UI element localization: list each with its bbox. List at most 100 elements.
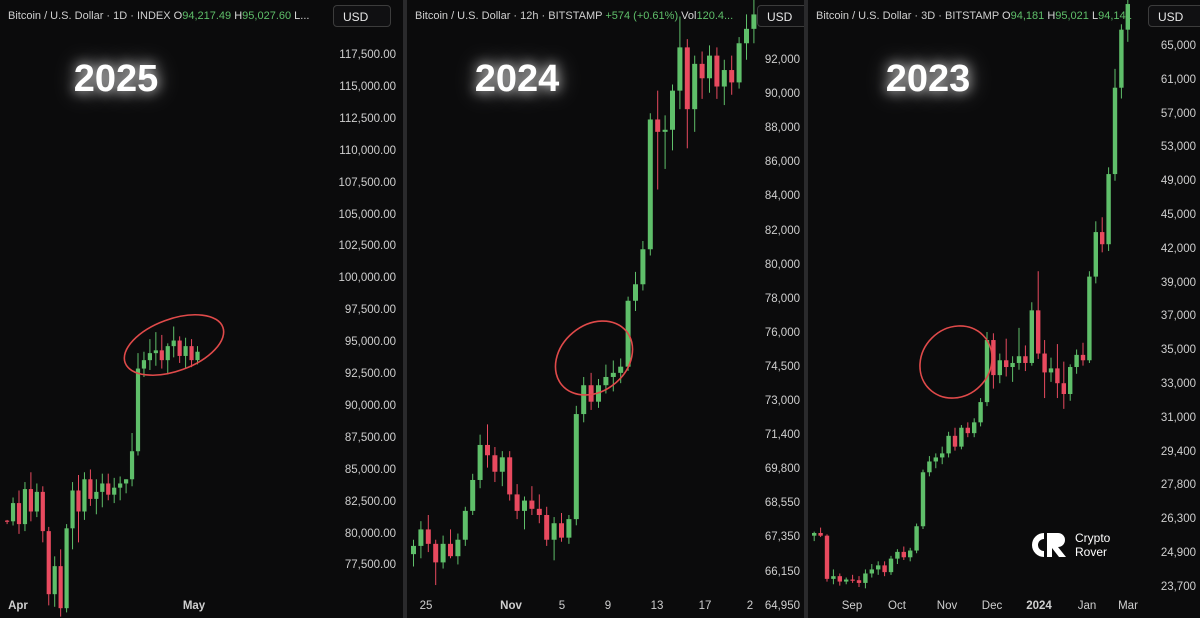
y-tick-label: 27,800 <box>1160 479 1196 492</box>
candle <box>514 484 520 520</box>
candle-body <box>869 569 874 574</box>
candle <box>5 519 10 525</box>
candle <box>946 431 951 458</box>
candle <box>997 353 1002 384</box>
price-axis[interactable]: 92,000 90,000 88,000 86,000 84,000 82,000 80,0… <box>704 0 804 618</box>
y-tick-label: 90,000 <box>764 88 800 101</box>
highlight-ellipse <box>919 325 993 399</box>
candle-body <box>189 346 194 361</box>
candle-body <box>946 435 951 454</box>
candle-body <box>1068 367 1073 395</box>
candle-body <box>714 55 720 87</box>
candle-body <box>485 444 490 456</box>
candle <box>1112 68 1118 181</box>
candle <box>58 549 63 617</box>
candle <box>920 469 926 529</box>
y-tick-label: 80,000.00 <box>344 527 396 540</box>
candle-body <box>10 503 16 522</box>
y-tick-label: 74,500 <box>764 360 800 373</box>
y-tick-label: 77,500.00 <box>344 559 396 572</box>
low-label: L <box>1091 10 1099 22</box>
y-tick-label: 97,500.00 <box>344 304 396 317</box>
candle <box>1074 349 1079 374</box>
x-tick-label: Dec <box>981 600 1003 612</box>
candle-body <box>171 340 176 347</box>
candle-body <box>692 63 698 110</box>
candle <box>1100 217 1105 253</box>
candle-body <box>64 528 69 609</box>
candle-body <box>633 284 638 301</box>
candlestick-plot <box>5 313 225 617</box>
price-axis[interactable]: 117,500.00 115,000.00 112,500.00 110,000.00… <box>300 0 400 618</box>
candle <box>536 494 542 524</box>
candle <box>831 569 836 585</box>
chart-header: Bitcoin / U.S. Dollar · 12h · BITSTAMP +… <box>415 10 733 22</box>
open-label: O <box>173 10 183 22</box>
candle-body <box>492 455 498 472</box>
price-axis[interactable]: 65,000 61,000 57,000 53,000 49,000 45,000 42,0… <box>1100 0 1200 618</box>
candle <box>46 526 51 606</box>
candle <box>10 497 16 526</box>
candle <box>1055 344 1060 399</box>
y-tick-label: 76,000 <box>764 326 800 339</box>
candle-body <box>1093 232 1098 277</box>
x-tick-label: 13 <box>650 600 664 612</box>
high-label: H <box>1047 10 1056 22</box>
y-tick-label: 117,500.00 <box>339 49 396 61</box>
candle-body <box>1029 310 1034 363</box>
y-tick-label: 33,000 <box>1160 378 1196 390</box>
candle-body <box>1112 87 1118 175</box>
x-tick-label: 25 <box>419 600 433 612</box>
candle <box>1048 357 1054 382</box>
candle <box>856 576 862 587</box>
candle-body <box>933 457 938 462</box>
symbol-label: Bitcoin / U.S. Dollar · 1D · INDEX <box>8 10 171 22</box>
y-tick-label: 37,000 <box>1160 310 1196 323</box>
y-tick-label: 67,350 <box>764 531 800 544</box>
candle-body <box>959 427 964 447</box>
candle-body <box>40 491 45 532</box>
currency-button[interactable]: USD <box>757 5 804 27</box>
candle-body <box>1010 362 1015 368</box>
candle-body <box>812 532 817 536</box>
candle <box>744 14 749 60</box>
candle-body <box>677 47 683 91</box>
y-tick-label: 66,150 <box>764 565 800 578</box>
currency-button[interactable]: USD <box>333 5 391 27</box>
candle-body <box>94 491 99 499</box>
candle-body <box>831 576 836 579</box>
candle <box>991 333 996 389</box>
y-tick-label: 64,950 <box>764 599 800 612</box>
candle-body <box>100 483 105 492</box>
y-tick-label: 61,000 <box>1160 73 1196 86</box>
candle <box>895 549 900 565</box>
y-tick-label: 90,000.00 <box>344 399 396 412</box>
candle <box>1106 167 1111 251</box>
candle <box>159 334 164 369</box>
y-tick-label: 95,000.00 <box>344 336 396 349</box>
candle <box>965 422 970 438</box>
candle <box>40 486 45 543</box>
candle <box>869 564 874 578</box>
candle <box>177 336 182 363</box>
candle-body <box>603 376 609 386</box>
candle <box>837 573 842 586</box>
currency-button[interactable]: USD <box>1148 5 1200 27</box>
candle <box>721 59 727 106</box>
y-tick-label: 88,000 <box>764 122 800 135</box>
candle <box>195 346 200 365</box>
candle <box>1029 302 1034 366</box>
candle-body <box>670 90 675 130</box>
y-tick-label: 112,500.00 <box>339 112 396 125</box>
candle-body <box>573 414 579 520</box>
y-tick-label: 65,000 <box>1160 40 1196 52</box>
candle <box>1068 364 1073 401</box>
y-tick-label: 31,000 <box>1160 411 1196 424</box>
candle <box>901 546 906 560</box>
candle <box>411 539 416 567</box>
candle-body <box>1080 354 1086 361</box>
candle-body <box>1048 368 1054 373</box>
candle-body <box>433 543 439 563</box>
candle <box>882 561 887 577</box>
